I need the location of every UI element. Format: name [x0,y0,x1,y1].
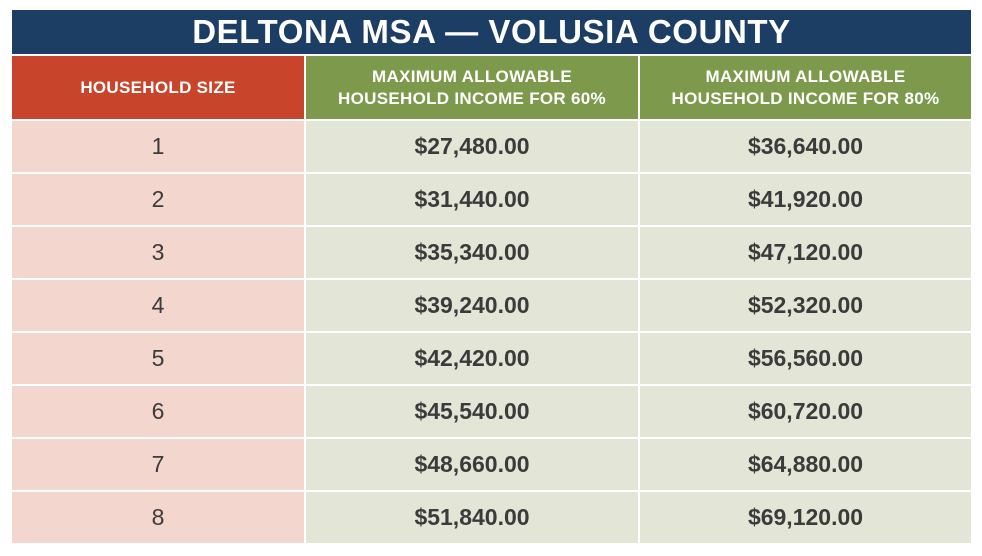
cell-income-60: $39,240.00 [306,280,638,331]
cell-income-60: $51,840.00 [306,492,638,543]
cell-household-size: 2 [12,174,304,225]
cell-income-60: $48,660.00 [306,439,638,490]
header-income-60: MAXIMUM ALLOWABLE HOUSEHOLD INCOME FOR 6… [306,56,638,119]
cell-household-size: 1 [12,121,304,172]
cell-income-80: $36,640.00 [640,121,971,172]
header-household-size: HOUSEHOLD SIZE [12,56,304,119]
cell-household-size: 7 [12,439,304,490]
cell-income-60: $35,340.00 [306,227,638,278]
cell-income-60: $31,440.00 [306,174,638,225]
table-title: DELTONA MSA — VOLUSIA COUNTY [12,10,971,54]
cell-income-80: $69,120.00 [640,492,971,543]
table-grid: HOUSEHOLD SIZE MAXIMUM ALLOWABLE HOUSEHO… [12,56,971,543]
cell-household-size: 8 [12,492,304,543]
cell-household-size: 6 [12,386,304,437]
cell-income-80: $60,720.00 [640,386,971,437]
cell-income-80: $56,560.00 [640,333,971,384]
cell-income-80: $64,880.00 [640,439,971,490]
income-limits-table: DELTONA MSA — VOLUSIA COUNTY HOUSEHOLD S… [12,10,971,543]
cell-income-80: $47,120.00 [640,227,971,278]
cell-household-size: 5 [12,333,304,384]
cell-household-size: 4 [12,280,304,331]
cell-household-size: 3 [12,227,304,278]
cell-income-60: $42,420.00 [306,333,638,384]
cell-income-60: $27,480.00 [306,121,638,172]
cell-income-80: $41,920.00 [640,174,971,225]
cell-income-80: $52,320.00 [640,280,971,331]
cell-income-60: $45,540.00 [306,386,638,437]
header-income-80: MAXIMUM ALLOWABLE HOUSEHOLD INCOME FOR 8… [640,56,971,119]
